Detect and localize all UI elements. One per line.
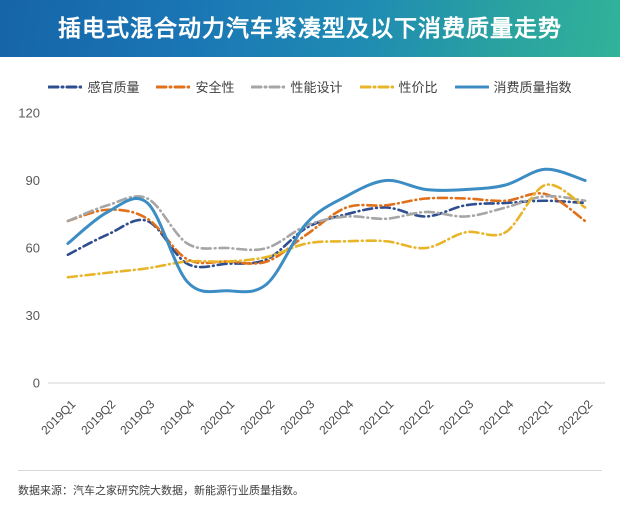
legend-swatch-icon — [359, 85, 394, 89]
x-axis-tick-label: 2019Q4 — [157, 397, 198, 438]
x-axis-tick-label: 2019Q2 — [77, 397, 119, 438]
series-line-5 — [66, 167, 587, 294]
legend-item-4[interactable]: 性价比 — [359, 79, 438, 95]
title-banner: 插电式混合动力汽车紧凑型及以下消费质量走势 — [0, 0, 620, 57]
x-axis-labels: 2019Q1 2019Q2 2019Q3 2019Q4 2020Q1 2020Q2 2020… — [0, 386, 620, 446]
y-axis-tick-label: 30 — [26, 308, 40, 323]
x-axis-tick-label: 2021Q4 — [475, 397, 516, 438]
y-axis-tick-label: 90 — [26, 173, 40, 188]
y-axis-tick-label: 0 — [33, 376, 40, 391]
series-line-3 — [66, 194, 587, 252]
x-axis-tick-label: 2020Q2 — [237, 397, 278, 438]
x-axis-tick-label: 2020Q1 — [197, 397, 238, 438]
x-axis-tick-label: 2020Q3 — [276, 397, 317, 438]
x-axis-tick-label: 2019Q1 — [38, 397, 79, 438]
legend-swatch-icon — [156, 85, 191, 89]
y-axis-tick-label: 60 — [26, 241, 40, 256]
series-line-4 — [66, 183, 587, 279]
legend-label: 安全性 — [195, 79, 235, 95]
legend-label: 性价比 — [398, 79, 438, 95]
legend-item-3[interactable]: 性能设计 — [251, 79, 343, 95]
x-axis-tick-label: 2022Q1 — [515, 397, 556, 438]
x-axis-tick-label: 2019Q3 — [117, 397, 158, 438]
legend-swatch-icon — [251, 85, 286, 89]
legend-label: 性能设计 — [290, 79, 343, 95]
x-axis-tick-label: 2021Q2 — [396, 397, 437, 438]
x-axis-tick-label: 2021Q3 — [436, 397, 477, 438]
y-axis-tick-label: 120 — [18, 106, 40, 121]
page-title: 插电式混合动力汽车紧凑型及以下消费质量走势 — [58, 15, 562, 41]
legend-item-2[interactable]: 安全性 — [156, 81, 234, 94]
footer-divider — [18, 470, 602, 471]
legend-swatch-icon — [48, 85, 83, 89]
legend-item-1[interactable]: 感官质量 — [48, 81, 139, 94]
series-line-1 — [66, 199, 587, 269]
x-axis-tick-label: 2022Q2 — [555, 397, 596, 438]
chart-plot-area: 0 30 60 90 120 — [0, 95, 620, 395]
legend-label: 消费质量指数 — [493, 79, 572, 95]
chart-legend: 感官质量 安全性 性能设计 性价比 消费质量指数 — [0, 74, 620, 100]
legend-swatch-icon — [454, 85, 489, 89]
x-axis-tick-label: 2021Q1 — [356, 397, 397, 438]
x-axis-tick-label: 2020Q4 — [316, 397, 357, 438]
source-note: 数据来源：汽车之家研究院大数据，新能源行业质量指数。 — [18, 485, 304, 497]
legend-label: 感官质量 — [87, 79, 140, 95]
legend-item-5[interactable]: 消费质量指数 — [454, 79, 572, 95]
line-chart-svg: 0 30 60 90 120 — [18, 106, 605, 391]
